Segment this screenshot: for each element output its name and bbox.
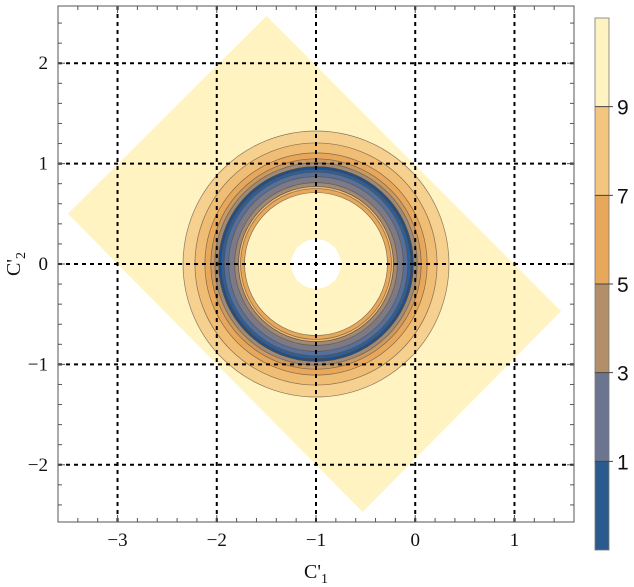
colorbar-label: 5 (617, 274, 629, 297)
x-tick-label: −3 (107, 530, 127, 551)
colorbar-label: 9 (617, 97, 629, 120)
y-axis-title: C'2 (3, 252, 29, 276)
colorbar-label: 3 (617, 363, 629, 386)
plot-area (58, 6, 574, 522)
x-tick-label: −2 (207, 530, 227, 551)
colorbar-band-4 (595, 106, 609, 196)
x-tick-label: 0 (410, 530, 420, 551)
y-tick-label: 2 (39, 53, 49, 74)
plot-content (58, 6, 574, 522)
colorbar-band-1 (595, 372, 609, 462)
colorbar-band-2 (595, 284, 609, 373)
y-tick-label: 1 (39, 154, 49, 175)
y-tick-label: 0 (39, 254, 49, 275)
colorbar-label: 1 (617, 451, 629, 474)
y-tick-label: −1 (28, 354, 48, 375)
colorbar-label: 7 (617, 185, 629, 208)
axes: −3 −2 −1 0 1 −2 −1 0 1 2 C'1 C'2 (3, 5, 575, 587)
colorbar: 1 3 5 7 9 (594, 17, 629, 551)
colorbar-band-3 (595, 195, 609, 284)
colorbar-band-5 (595, 18, 609, 107)
contour-band-13 (238, 186, 394, 342)
x-tick-label: −1 (306, 530, 326, 551)
x-axis-title: C'1 (304, 561, 328, 587)
x-tick-label: 1 (510, 530, 520, 551)
y-tick-label: −2 (28, 455, 48, 476)
colorbar-band-0 (595, 461, 609, 550)
